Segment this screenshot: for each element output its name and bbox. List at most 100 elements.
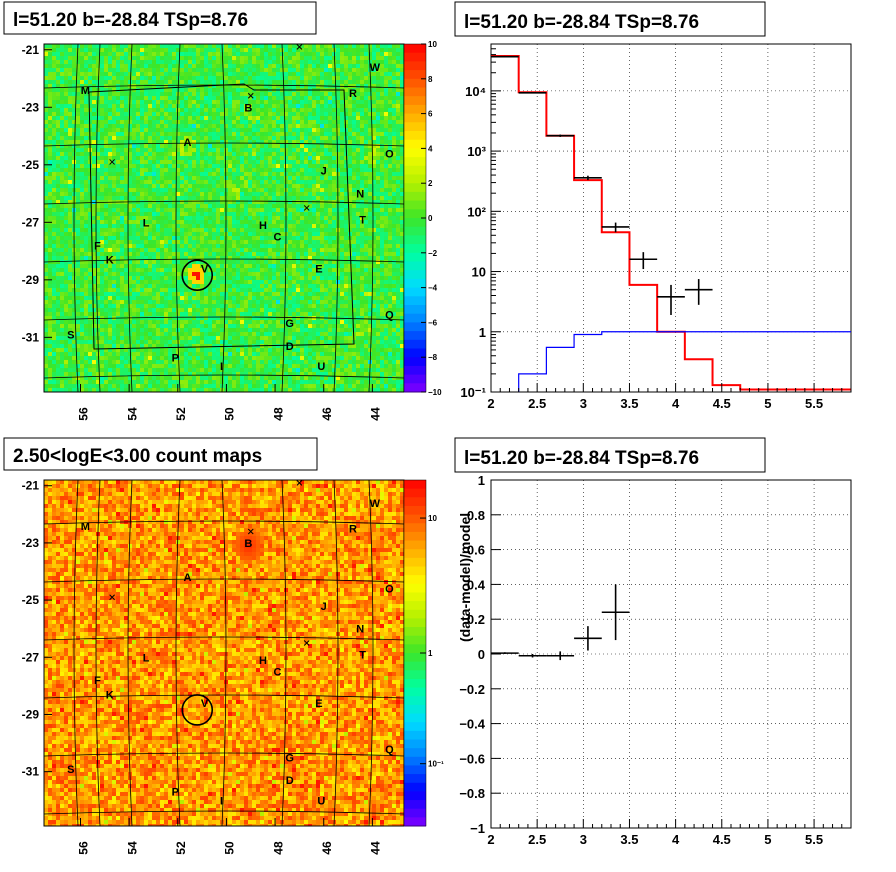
map-pixel [168, 56, 172, 60]
map-pixel [184, 72, 188, 76]
map-pixel [88, 104, 92, 108]
map-pixel [204, 252, 208, 256]
map-pixel [168, 148, 172, 152]
map-pixel [328, 168, 332, 172]
map-pixel [400, 200, 404, 204]
map-pixel [320, 204, 324, 208]
map-pixel [188, 228, 192, 232]
map-pixel [296, 112, 300, 116]
map-pixel [68, 116, 72, 120]
map-pixel [284, 140, 288, 144]
map-pixel [252, 260, 256, 264]
map-pixel [204, 204, 208, 208]
map-pixel [132, 216, 136, 220]
map-pixel [108, 192, 112, 196]
map-pixel [196, 260, 200, 264]
map-pixel [52, 148, 56, 152]
map-pixel [224, 84, 228, 88]
map-pixel [196, 112, 200, 116]
map-pixel [68, 264, 72, 268]
map-pixel [284, 104, 288, 108]
map-pixel [164, 224, 168, 228]
map-pixel [56, 80, 60, 84]
map-pixel [336, 44, 340, 48]
map-pixel [52, 264, 56, 268]
map-pixel [356, 220, 360, 224]
map-pixel [212, 256, 216, 260]
map-pixel [68, 200, 72, 204]
map-pixel [48, 236, 52, 240]
map-pixel [300, 120, 304, 124]
map-pixel [244, 160, 248, 164]
map-pixel [172, 248, 176, 252]
map-pixel [364, 140, 368, 144]
map-pixel [380, 76, 384, 80]
map-pixel [172, 244, 176, 248]
map-pixel [240, 132, 244, 136]
map-pixel [256, 120, 260, 124]
map-pixel [172, 224, 176, 228]
map-pixel [384, 180, 388, 184]
map-pixel [100, 48, 104, 52]
map-pixel [400, 76, 404, 80]
map-pixel [324, 160, 328, 164]
map-pixel [328, 232, 332, 236]
map-pixel [180, 120, 184, 124]
map-pixel [332, 64, 336, 68]
map-pixel [196, 256, 200, 260]
map-pixel [96, 132, 100, 136]
map-pixel [168, 112, 172, 116]
map-pixel [56, 256, 60, 260]
map-pixel [84, 124, 88, 128]
map-pixel [316, 232, 320, 236]
map-pixel [128, 256, 132, 260]
map-pixel [376, 68, 380, 72]
map-pixel [256, 200, 260, 204]
map-pixel [268, 176, 272, 180]
map-pixel [372, 204, 376, 208]
map-pixel [204, 100, 208, 104]
map-pixel [280, 72, 284, 76]
map-pixel [56, 204, 60, 208]
map-pixel [184, 260, 188, 264]
map-pixel [192, 172, 196, 176]
map-pixel [344, 72, 348, 76]
map-pixel [116, 128, 120, 132]
map-pixel [388, 152, 392, 156]
map-pixel [280, 160, 284, 164]
map-pixel [148, 64, 152, 68]
map-pixel [116, 152, 120, 156]
map-pixel [312, 260, 316, 264]
map-pixel [300, 108, 304, 112]
map-pixel [392, 200, 396, 204]
map-pixel [164, 44, 168, 48]
map-pixel [80, 160, 84, 164]
map-pixel [284, 116, 288, 120]
map-pixel [364, 252, 368, 256]
map-pixel [100, 112, 104, 116]
map-pixel [236, 116, 240, 120]
map-pixel [232, 144, 236, 148]
map-pixel [144, 220, 148, 224]
map-pixel [76, 248, 80, 252]
map-pixel [80, 100, 84, 104]
map-pixel [244, 96, 248, 100]
map-pixel [120, 232, 124, 236]
map-pixel [136, 48, 140, 52]
map-pixel [156, 148, 160, 152]
map-pixel [244, 204, 248, 208]
map-pixel [212, 44, 216, 48]
map-pixel [180, 72, 184, 76]
map-pixel [200, 252, 204, 256]
map-pixel [332, 244, 336, 248]
map-pixel [196, 240, 200, 244]
map-pixel [132, 168, 136, 172]
map-pixel [68, 80, 72, 84]
map-pixel [120, 224, 124, 228]
map-pixel [392, 188, 396, 192]
map-pixel [356, 228, 360, 232]
map-pixel [44, 88, 48, 92]
map-pixel [200, 60, 204, 64]
map-pixel [388, 120, 392, 124]
map-pixel [60, 48, 64, 52]
